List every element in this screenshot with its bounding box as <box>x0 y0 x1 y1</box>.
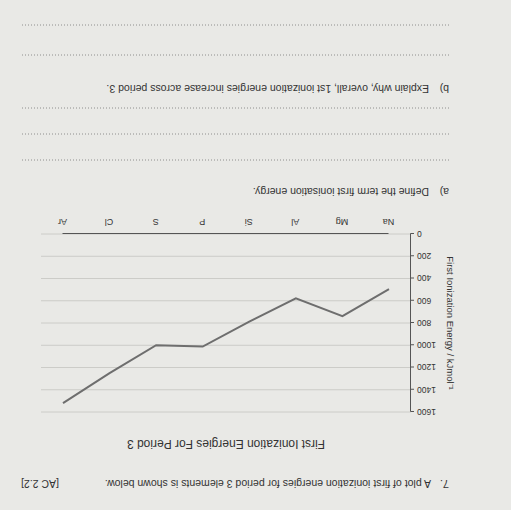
x-tick-label: Si <box>245 217 253 227</box>
answer-line <box>21 108 449 109</box>
y-tick-label: 0 <box>417 229 422 239</box>
y-tick-mark <box>411 344 414 345</box>
y-tick: 600 <box>411 296 431 306</box>
answer-line <box>21 55 449 56</box>
question-code: [AC 2.2] <box>21 478 59 490</box>
part-text: Define the term first ionisation energy. <box>253 186 429 198</box>
y-tick-mark <box>411 300 414 301</box>
x-tick-label: S <box>153 217 159 227</box>
y-axis-title: First Ionization Energy / kJmol⁻¹ <box>445 256 456 389</box>
y-tick-mark <box>411 233 414 234</box>
y-tick-label: 1200 <box>417 362 436 372</box>
y-tick-mark <box>411 411 414 412</box>
y-tick-label: 1600 <box>417 407 436 417</box>
x-tick: P <box>199 217 205 234</box>
x-tick-label: Na <box>383 217 395 227</box>
y-tick: 1600 <box>411 407 436 417</box>
part-label: a) <box>440 186 449 198</box>
y-tick-mark <box>411 278 414 279</box>
grid <box>41 234 411 412</box>
data-line <box>63 289 389 403</box>
y-axis-line <box>411 234 415 412</box>
y-tick: 0 <box>411 229 422 239</box>
x-tick-label: P <box>199 217 205 227</box>
question-number: 7. <box>440 478 449 490</box>
y-tick: 800 <box>411 318 431 328</box>
x-tick: Na <box>383 217 395 234</box>
question-text: A plot of first ionization energies for … <box>105 478 431 490</box>
x-axis-line <box>63 233 389 234</box>
y-tick-label: 400 <box>417 273 431 283</box>
grid-line <box>41 323 411 324</box>
y-axis: 0 200 400 600 800 1000 1200 1400 1600 <box>411 229 436 417</box>
x-axis: Na Mg Al Si P S Cl Ar <box>58 217 394 234</box>
x-tick-label: Ar <box>58 217 67 227</box>
y-tick-mark <box>411 255 414 256</box>
x-tick: Si <box>245 217 253 234</box>
x-tick-label: Al <box>291 217 299 227</box>
sheet: 7. A plot of first ionization energies fo… <box>0 0 511 510</box>
x-tick: Al <box>291 217 299 234</box>
y-tick-label: 800 <box>417 318 431 328</box>
answer-line <box>21 160 449 161</box>
y-tick-mark <box>411 389 414 390</box>
y-tick: 1200 <box>411 362 436 372</box>
grid-line <box>41 389 411 390</box>
grid-line <box>41 300 411 301</box>
x-tick-label: Cl <box>105 217 114 227</box>
x-tick-label: Mg <box>336 217 349 227</box>
y-tick: 1000 <box>411 340 436 350</box>
grid-line <box>41 256 411 257</box>
grid-line <box>41 345 411 346</box>
y-tick-mark <box>411 322 414 323</box>
grid-line <box>41 367 411 368</box>
x-tick: Cl <box>105 217 114 234</box>
x-tick: S <box>153 217 159 234</box>
y-tick: 400 <box>411 273 431 283</box>
y-tick-label: 200 <box>417 251 431 261</box>
grid-line <box>41 278 411 279</box>
answer-line <box>21 134 449 135</box>
page: 7. A plot of first ionization energies fo… <box>0 0 511 510</box>
answer-line <box>21 25 449 26</box>
y-tick-label: 1400 <box>417 385 436 395</box>
chart-title: First Ionization Energies For Period 3 <box>127 437 325 451</box>
x-tick: Ar <box>58 217 67 234</box>
y-tick-mark <box>411 367 414 368</box>
grid-line <box>41 234 411 235</box>
paper <box>0 0 511 510</box>
part-text: Explain why, overall, 1st ionization ene… <box>106 83 429 95</box>
y-tick-label: 600 <box>417 296 431 306</box>
y-tick-label: 1000 <box>417 340 436 350</box>
y-tick: 1400 <box>411 385 436 395</box>
y-tick: 200 <box>411 251 431 261</box>
grid-line <box>41 412 411 413</box>
plot-area <box>63 289 389 403</box>
part-label: b) <box>440 83 449 95</box>
x-tick: Mg <box>336 217 349 234</box>
